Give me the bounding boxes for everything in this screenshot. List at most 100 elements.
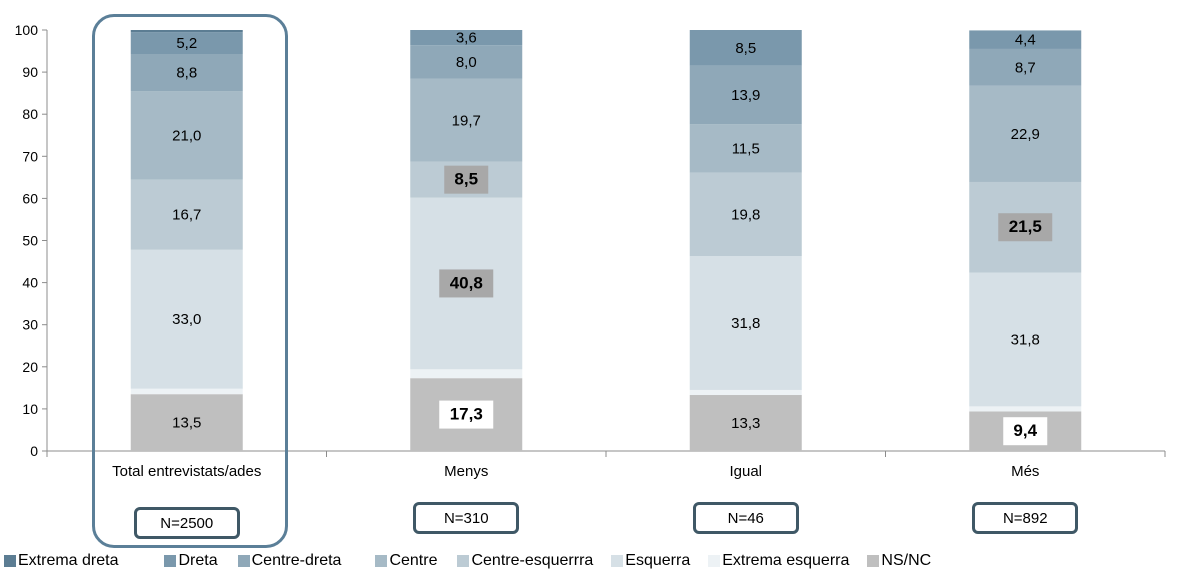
legend-label: NS/NC [881, 552, 932, 569]
legend-label: Dreta [178, 552, 218, 569]
legend-label: Centre-esquerrra [471, 552, 594, 569]
y-tick-label: 80 [22, 106, 38, 122]
category-label: Menys [444, 463, 488, 480]
data-label: 8,0 [456, 54, 477, 71]
bar-segment-centre-esquerrra [130, 179, 243, 250]
y-tick-label: 100 [15, 22, 39, 38]
legend-label: Centre [389, 552, 438, 569]
legend-item: Centre-esquerrra [457, 552, 593, 570]
legend-item: Extrema dreta [4, 552, 118, 570]
legend-item: Dreta [164, 552, 218, 570]
data-label: 21,5 [1009, 217, 1042, 236]
legend-swatch [164, 555, 177, 567]
y-tick-label: 50 [22, 233, 38, 249]
highlight-label-bg [444, 165, 489, 194]
data-label: 19,8 [731, 206, 760, 223]
bar-segment-dreta [969, 30, 1082, 49]
legend-label: Esquerra [625, 552, 691, 569]
y-tick-label: 70 [22, 148, 38, 164]
bar-segment-extrema-esquerra [410, 369, 523, 379]
data-label: 13,5 [172, 415, 201, 432]
bar-segment-esquerra [130, 249, 243, 389]
legend-swatch [4, 555, 16, 567]
legend-item: NS/NC [867, 552, 931, 570]
data-label: 4,4 [1015, 32, 1036, 49]
sample-size-box: N=310 [413, 502, 520, 534]
data-label: 11,5 [732, 141, 760, 158]
legend-item: Centre [375, 552, 437, 570]
legend-swatch [708, 555, 721, 567]
data-label: 17,3 [450, 405, 483, 424]
highlight-label-bg [439, 400, 494, 429]
legend-swatch [867, 555, 880, 567]
legend-item: Extrema esquerra [708, 552, 849, 570]
bar-segment-dreta [130, 32, 243, 54]
legend-swatch [457, 555, 470, 567]
bar-segment-extrema-esquerra [689, 389, 802, 396]
data-label: 8,5 [454, 170, 478, 189]
data-label: 13,3 [731, 415, 760, 432]
sample-size-box: N=46 [692, 502, 799, 534]
data-label: 16,7 [172, 207, 201, 224]
legend-item: Esquerra [611, 552, 690, 570]
bar-segment-centre-dreta [410, 45, 523, 79]
bar-segment-centre [689, 124, 802, 173]
data-label: 3,6 [456, 30, 477, 47]
data-label: 9,4 [1013, 421, 1037, 440]
bar-segment-centre-dreta [689, 65, 802, 125]
legend: Extrema dreta Dreta Centre-dreta Centre Cent… [4, 551, 931, 571]
data-label: 31,8 [731, 315, 760, 332]
sample-size-box: N=892 [972, 502, 1079, 534]
highlight-label-bg [1003, 417, 1048, 446]
bar-segment-dreta [689, 30, 802, 66]
data-label: 22,9 [1011, 126, 1040, 143]
total-highlight-frame [92, 14, 288, 548]
data-label: 19,7 [452, 112, 481, 129]
data-labels: 13,5 33,0 16,7 21,0 8,8 5,2 17,3 40,8 8,5 19,7 8,0… [172, 30, 1053, 446]
bar-segment-centre [130, 91, 243, 180]
bar-segment-dreta [410, 30, 523, 46]
bar-segment-extrema-esquerra [130, 388, 243, 395]
highlight-label-bg [439, 269, 494, 298]
data-label: 13,9 [731, 87, 760, 104]
bar-segment-centre [410, 78, 523, 162]
highlight-label-bg [998, 213, 1053, 242]
data-label: 5,2 [176, 35, 197, 52]
legend-label: Extrema esquerra [722, 552, 850, 569]
data-label: 33,0 [172, 311, 201, 328]
legend-swatch [611, 555, 624, 567]
bar-segment-esquerra [689, 256, 802, 390]
bar-segment-centre [969, 85, 1082, 182]
data-label: 8,8 [176, 65, 197, 82]
category-labels: Total entrevistats/ades Menys Igual Més [112, 463, 1039, 480]
legend-item: Centre-dreta [237, 552, 342, 570]
data-label: 40,8 [450, 273, 483, 292]
category-label: Total entrevistats/ades [112, 463, 261, 480]
legend-label: Centre-dreta [251, 552, 342, 569]
category-label: Més [1011, 463, 1039, 480]
bar-segment-ns-nc [130, 394, 243, 451]
legend-swatch [375, 555, 388, 567]
bar-segment-centre-dreta [130, 53, 243, 92]
bar-segment-ns-nc [689, 395, 802, 451]
bar-segment-esquerra [969, 272, 1082, 407]
category-label: Igual [729, 463, 762, 480]
bar-segment-extrema-esquerra [969, 406, 1082, 412]
bar-segment-extrema-dreta [130, 30, 243, 33]
data-label: 21,0 [172, 127, 201, 144]
bar-segment-centre-esquerrra [689, 172, 802, 257]
data-label: 8,5 [735, 40, 756, 57]
y-tick-label: 0 [30, 443, 38, 459]
y-tick-label: 20 [22, 359, 38, 375]
bar-segment-centre-dreta [969, 48, 1082, 86]
y-tick-label: 90 [22, 64, 38, 80]
legend-swatch [237, 555, 250, 567]
y-tick-label: 60 [22, 190, 38, 206]
y-tick-label: 40 [22, 275, 38, 291]
y-tick-label: 30 [22, 317, 38, 333]
legend-label: Extrema dreta [18, 552, 119, 569]
sample-size-box: N=2500 [133, 507, 240, 539]
data-label: 8,7 [1015, 59, 1036, 76]
y-tick-label: 10 [22, 401, 38, 417]
